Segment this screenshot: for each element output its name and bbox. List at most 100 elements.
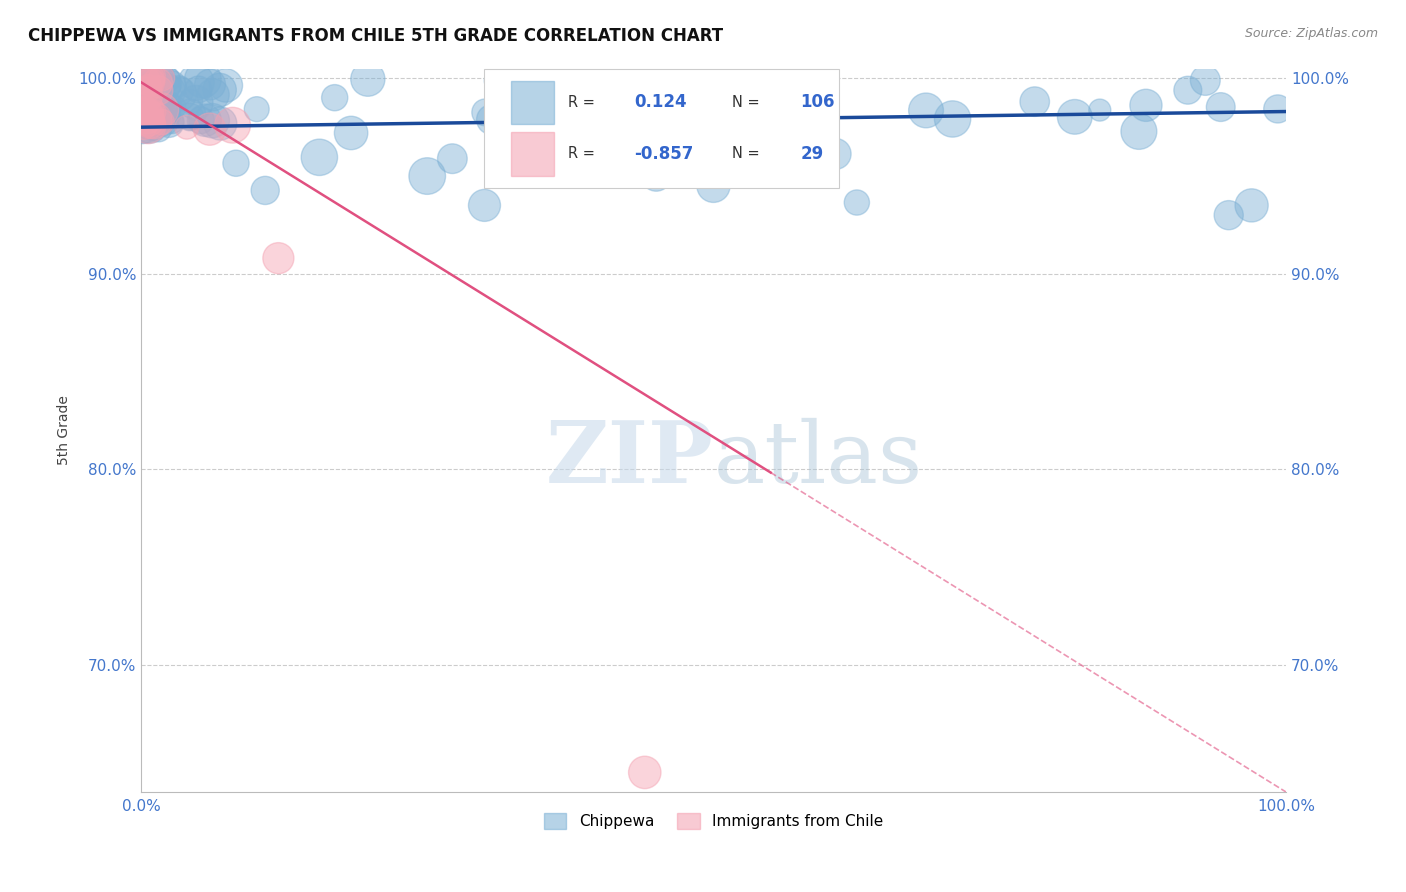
Point bbox=[143, 79, 166, 94]
Point bbox=[702, 178, 724, 193]
Point bbox=[221, 118, 243, 132]
Point bbox=[357, 72, 380, 87]
Point bbox=[148, 99, 170, 113]
Text: CHIPPEWA VS IMMIGRANTS FROM CHILE 5TH GRADE CORRELATION CHART: CHIPPEWA VS IMMIGRANTS FROM CHILE 5TH GR… bbox=[28, 27, 723, 45]
Point bbox=[634, 765, 657, 780]
Point bbox=[1267, 102, 1289, 116]
Point bbox=[139, 90, 162, 104]
Point bbox=[157, 115, 180, 129]
Point bbox=[179, 107, 201, 121]
Point bbox=[160, 78, 183, 93]
Point bbox=[132, 120, 155, 134]
Point bbox=[146, 76, 169, 90]
Text: ZIP: ZIP bbox=[546, 417, 713, 501]
Point bbox=[179, 110, 201, 124]
Point bbox=[1088, 103, 1111, 117]
Point bbox=[142, 78, 165, 93]
Point bbox=[136, 119, 159, 133]
Point bbox=[190, 113, 212, 128]
Point bbox=[540, 112, 562, 126]
Point bbox=[150, 113, 173, 128]
Point bbox=[845, 195, 868, 210]
Point bbox=[131, 87, 153, 101]
Point bbox=[153, 76, 176, 90]
Point bbox=[198, 78, 221, 92]
Point bbox=[1063, 110, 1085, 124]
Point bbox=[246, 102, 269, 116]
Point bbox=[225, 156, 247, 170]
Point bbox=[131, 103, 153, 118]
Point bbox=[202, 87, 225, 102]
Point bbox=[138, 112, 160, 126]
Point bbox=[169, 87, 191, 101]
Point bbox=[141, 111, 163, 125]
Point bbox=[145, 80, 167, 95]
Point bbox=[143, 103, 166, 118]
Point bbox=[135, 109, 157, 123]
Point bbox=[135, 98, 157, 112]
Point bbox=[145, 70, 167, 85]
Point bbox=[824, 147, 846, 161]
Point bbox=[143, 87, 166, 102]
Point bbox=[148, 83, 170, 97]
Point bbox=[135, 119, 157, 133]
Point bbox=[645, 94, 668, 108]
Point bbox=[942, 112, 965, 126]
Point bbox=[1209, 100, 1232, 114]
Point bbox=[143, 115, 166, 129]
Text: -0.857: -0.857 bbox=[634, 145, 693, 163]
Point bbox=[1194, 73, 1216, 87]
Point bbox=[474, 198, 496, 212]
Text: N =: N = bbox=[731, 146, 759, 161]
Point bbox=[481, 112, 503, 127]
Point bbox=[416, 169, 439, 183]
Text: 29: 29 bbox=[800, 145, 824, 163]
Point bbox=[139, 90, 162, 104]
Point bbox=[208, 83, 231, 97]
Point bbox=[131, 78, 153, 92]
Y-axis label: 5th Grade: 5th Grade bbox=[58, 395, 72, 465]
Point bbox=[139, 79, 162, 94]
Point bbox=[142, 113, 165, 128]
Point bbox=[138, 81, 160, 95]
Text: atlas: atlas bbox=[713, 417, 922, 500]
Point bbox=[141, 92, 163, 106]
Point bbox=[143, 99, 166, 113]
Point bbox=[780, 107, 803, 121]
Point bbox=[131, 120, 153, 135]
Legend: Chippewa, Immigrants from Chile: Chippewa, Immigrants from Chile bbox=[537, 806, 890, 835]
Point bbox=[574, 119, 596, 133]
Point bbox=[136, 80, 159, 95]
Point bbox=[176, 120, 198, 135]
Text: 106: 106 bbox=[800, 94, 835, 112]
Point bbox=[340, 126, 363, 140]
Point bbox=[167, 84, 190, 98]
Point bbox=[131, 104, 153, 119]
Point bbox=[752, 83, 775, 97]
Point bbox=[159, 84, 181, 98]
Point bbox=[156, 97, 179, 112]
Point bbox=[143, 106, 166, 120]
Point bbox=[141, 115, 163, 129]
Point bbox=[136, 105, 159, 120]
Point bbox=[323, 91, 346, 105]
Point bbox=[1024, 95, 1046, 109]
Point bbox=[142, 104, 165, 119]
Text: 0.124: 0.124 bbox=[634, 94, 688, 112]
Point bbox=[142, 81, 165, 95]
Point bbox=[142, 97, 165, 112]
Text: R =: R = bbox=[568, 95, 595, 110]
Point bbox=[180, 95, 202, 109]
Point bbox=[150, 115, 173, 129]
Point bbox=[187, 82, 209, 96]
Point bbox=[149, 79, 172, 94]
Point bbox=[134, 106, 156, 120]
Point bbox=[201, 113, 224, 128]
Point bbox=[138, 71, 160, 86]
Point bbox=[138, 113, 160, 128]
Point bbox=[209, 116, 232, 130]
FancyBboxPatch shape bbox=[485, 69, 839, 188]
Point bbox=[191, 72, 214, 87]
Point bbox=[135, 120, 157, 134]
Point bbox=[131, 101, 153, 115]
